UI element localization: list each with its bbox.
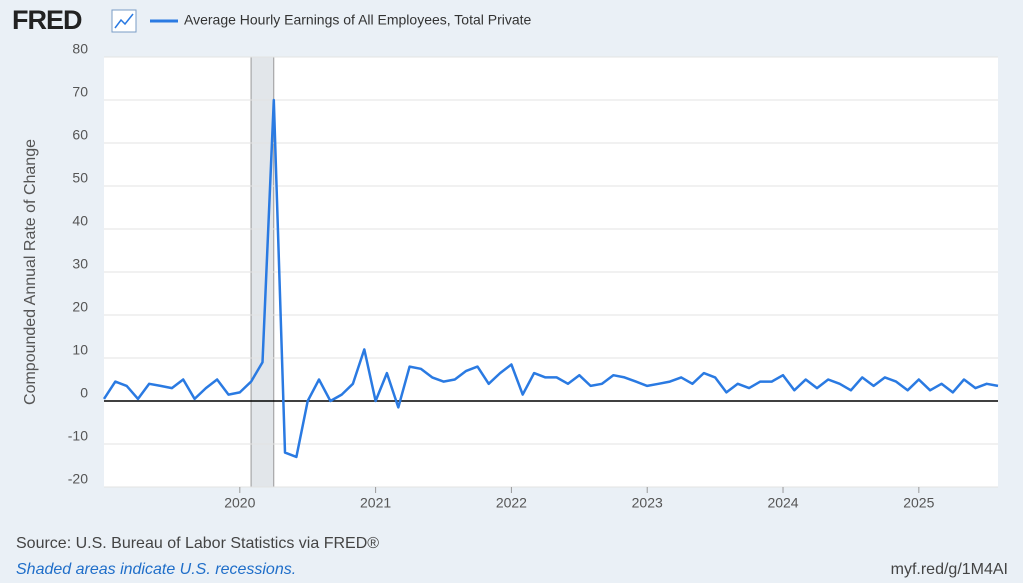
x-tick-label: 2023: [632, 495, 663, 511]
x-tick-label: 2024: [767, 495, 798, 511]
y-tick-label: 50: [72, 170, 88, 186]
y-tick-label: 40: [72, 213, 88, 229]
source: Source: U.S. Bureau of Labor Statistics …: [16, 535, 379, 552]
x-tick-label: 2021: [360, 495, 391, 511]
y-tick-label: 20: [72, 299, 88, 315]
x-tick-label: 2020: [224, 495, 255, 511]
y-tick-label: 80: [72, 41, 88, 57]
y-tick-label: 30: [72, 256, 88, 272]
note: Shaded areas indicate U.S. recessions.: [16, 561, 296, 578]
link: myf.red/g/1M4AI: [891, 561, 1008, 578]
y-tick-label: 70: [72, 84, 88, 100]
icon-line: [114, 13, 134, 29]
legend-label: Average Hourly Earnings of All Employees…: [184, 12, 532, 28]
series-line: [102, 98, 999, 459]
x-tick-label: 2022: [496, 495, 527, 511]
y-tick-label: -10: [68, 428, 88, 444]
logo: FRED: [12, 5, 82, 35]
y-tick-label: -20: [68, 471, 88, 487]
y-tick-label: 10: [72, 342, 88, 358]
icon-frame: [111, 9, 137, 33]
y-axis-label: Compounded Annual Rate of Change: [22, 139, 39, 405]
y-tick-label: 60: [72, 127, 88, 143]
x-tick-label: 2025: [903, 495, 934, 511]
y-tick-label: 0: [80, 385, 88, 401]
logo-icon: [111, 9, 137, 33]
